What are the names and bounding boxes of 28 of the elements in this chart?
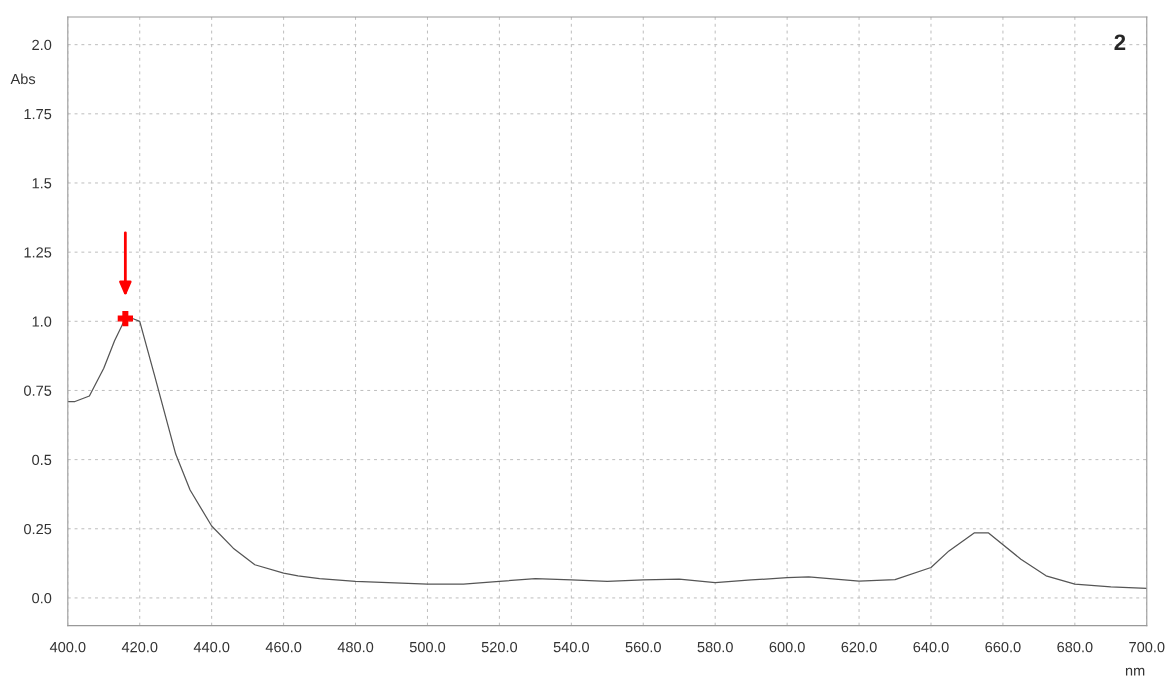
- y-tick-label: 0.75: [24, 385, 52, 396]
- annotation: 2: [1114, 34, 1126, 50]
- x-tick-label: 460.0: [265, 641, 302, 653]
- y-tick-label: 1.75: [24, 109, 52, 120]
- x-tick-label: 620.0: [841, 641, 877, 653]
- x-tick-label: 680.0: [1057, 641, 1093, 653]
- y-tick-label: 0.5: [32, 454, 52, 466]
- x-tick-label: 640.0: [913, 641, 949, 653]
- x-tick-label: 500.0: [409, 641, 446, 653]
- y-tick-label: 0.25: [24, 523, 52, 535]
- y-tick-label: 2.0: [32, 39, 52, 51]
- x-tick-label: 520.0: [481, 641, 518, 653]
- x-tick-label: 540.0: [553, 641, 590, 653]
- x-tick-label: 660.0: [985, 641, 1021, 653]
- x-tick-label: 440.0: [193, 641, 230, 653]
- y-axis-title: Abs: [10, 73, 36, 85]
- y-tick-label: 1.25: [24, 247, 52, 258]
- x-tick-label: 700.0: [1129, 641, 1165, 653]
- x-axis-title: nm: [1125, 667, 1145, 676]
- y-tick-label: 0.0: [32, 593, 52, 604]
- x-tick-label: 580.0: [697, 641, 733, 653]
- y-tick-label: 1.5: [32, 178, 52, 189]
- x-tick-label: 600.0: [769, 641, 805, 653]
- x-tick-label: 480.0: [337, 641, 374, 653]
- x-tick-label: 560.0: [625, 641, 661, 653]
- y-tick-label: 1.0: [32, 316, 52, 327]
- x-tick-label: 420.0: [121, 641, 158, 653]
- x-tick-label: 400.0: [49, 641, 86, 653]
